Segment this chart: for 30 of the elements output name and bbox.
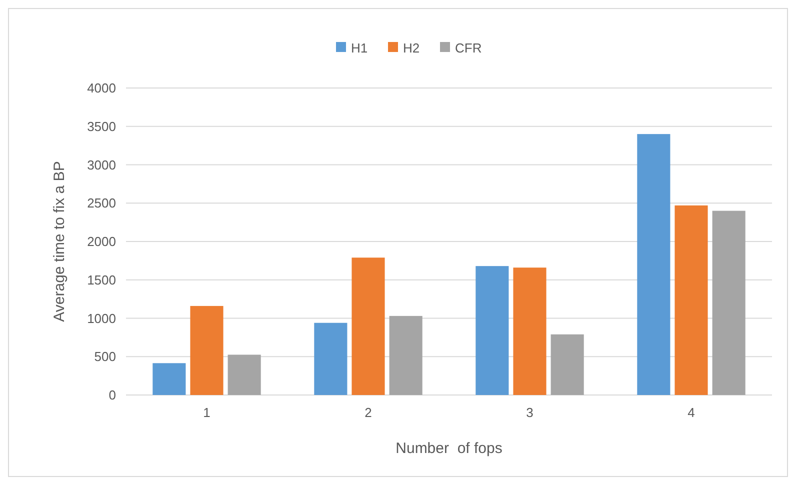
bar (712, 210, 746, 395)
y-tick-label: 2000 (87, 234, 116, 250)
x-tick-label: 2 (364, 405, 372, 420)
legend-label: CFR (455, 40, 482, 56)
legend-label: H2 (403, 40, 420, 56)
bar (637, 134, 670, 395)
y-tick-label: 0 (108, 388, 116, 403)
y-axis-title: Average time to fix a BP (51, 161, 68, 322)
y-tick-label: 3000 (87, 157, 116, 172)
bar (476, 266, 509, 395)
bar (152, 363, 186, 395)
y-tick-label: 3500 (87, 118, 116, 134)
bar (550, 334, 584, 395)
y-tick-label: 1500 (87, 272, 116, 288)
x-tick-label: 1 (203, 405, 210, 420)
x-tick-label: 4 (688, 405, 695, 420)
y-tick-label: 2500 (87, 196, 116, 211)
bar (674, 205, 708, 395)
y-tick-label: 500 (94, 349, 116, 364)
bar (389, 316, 422, 395)
bar (228, 354, 261, 395)
bar (352, 258, 385, 395)
bar (190, 306, 224, 395)
x-tick-label: 3 (526, 405, 534, 420)
bar (314, 322, 348, 395)
y-tick-label: 1000 (87, 310, 116, 326)
y-tick-label: 4000 (87, 80, 116, 96)
x-axis-title: Number of fops (396, 440, 502, 457)
bar (513, 268, 546, 395)
legend-label: H1 (351, 40, 368, 56)
